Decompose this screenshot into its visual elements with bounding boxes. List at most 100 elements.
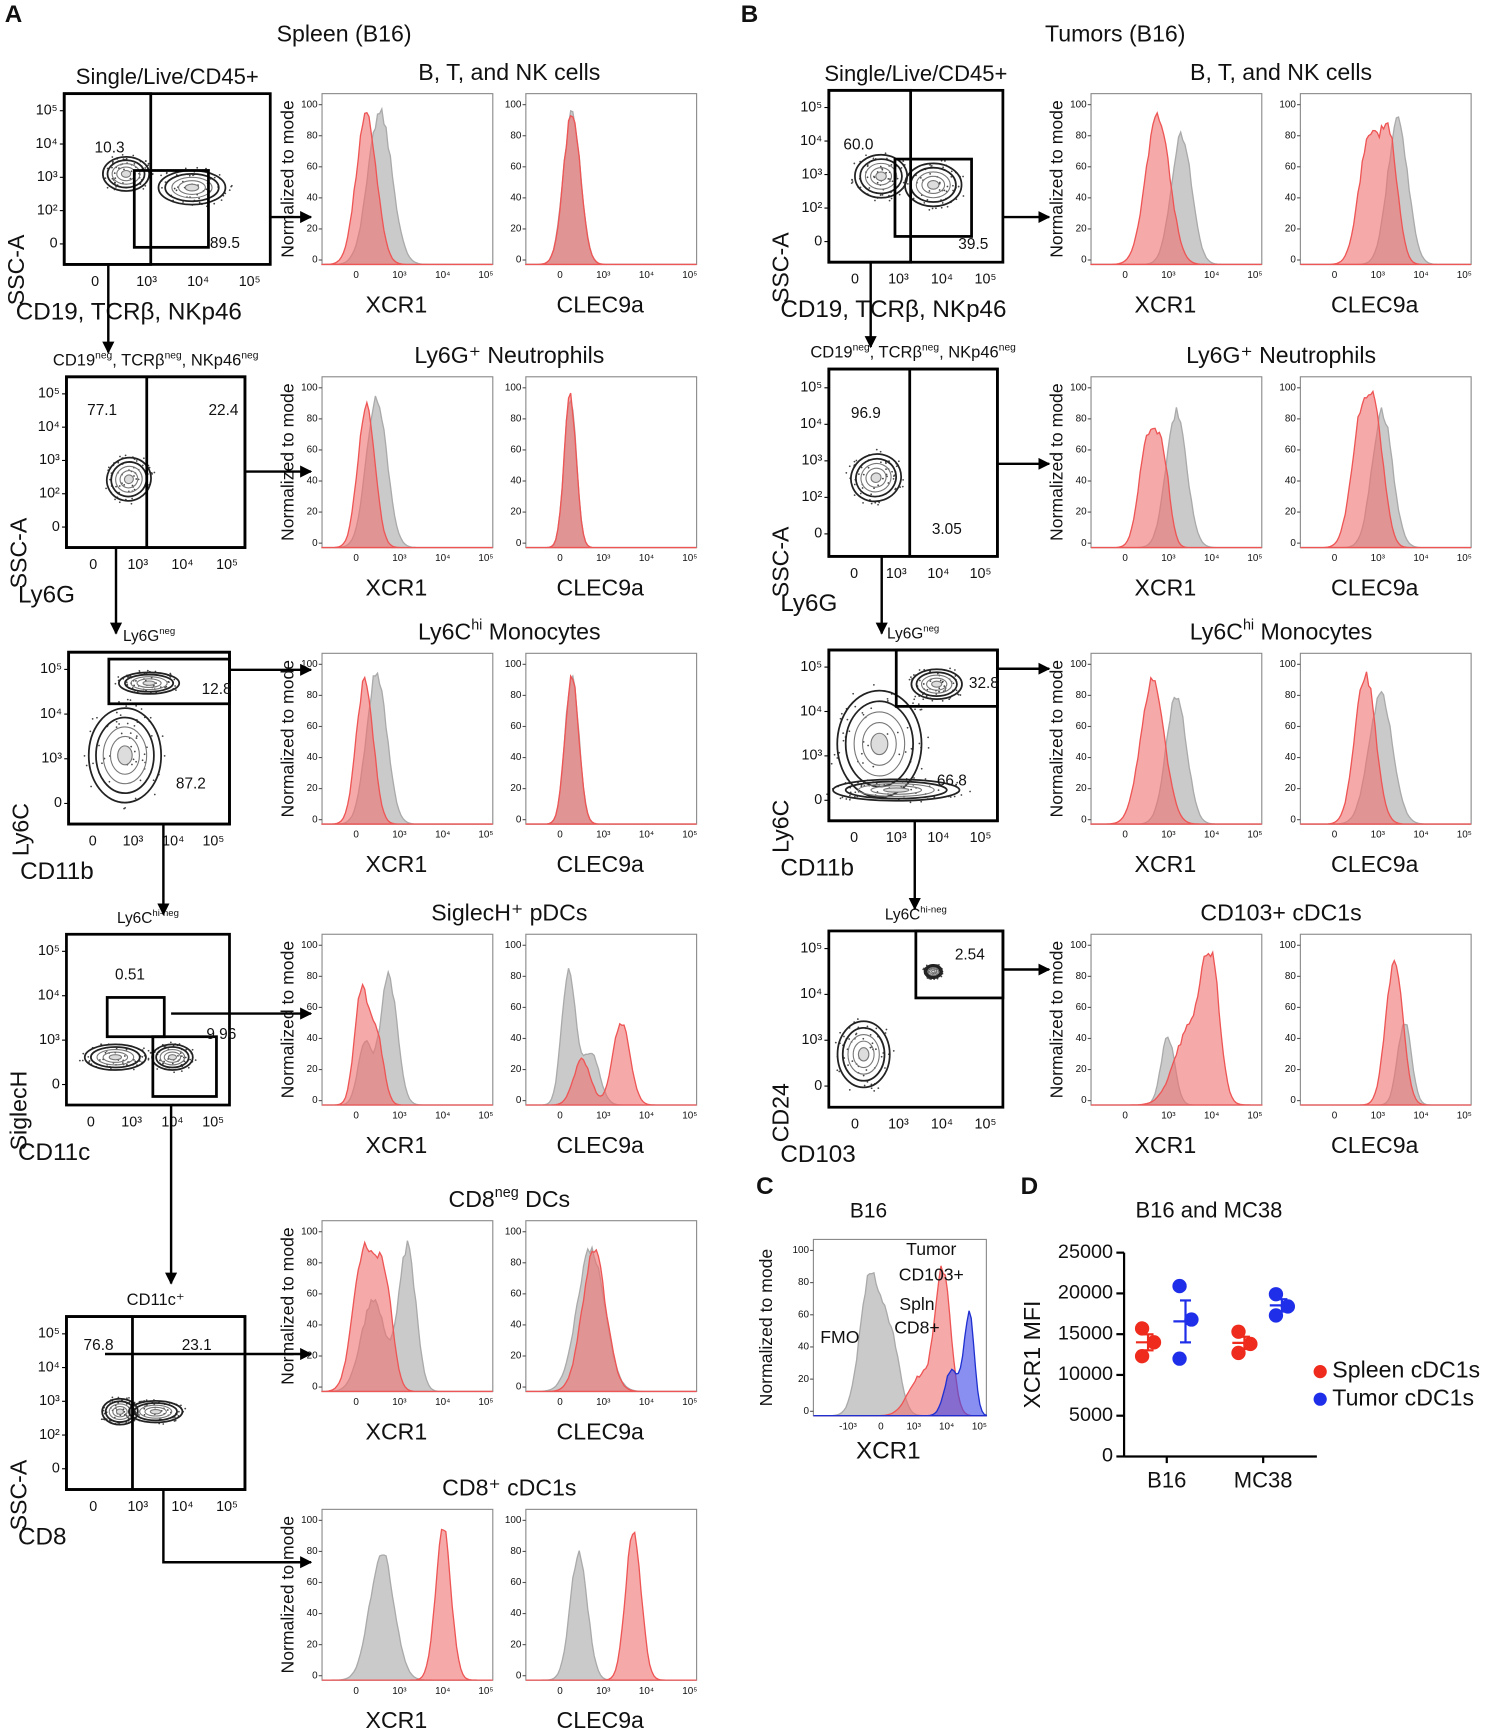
event-dot bbox=[899, 486, 902, 488]
contour bbox=[133, 1402, 178, 1422]
y-tick-label: 20000 bbox=[1058, 1282, 1113, 1304]
histogram-title: B, T, and NK cells bbox=[1190, 59, 1372, 85]
y-tick-label: 40 bbox=[1285, 476, 1297, 487]
x-tick-label: 10⁵ bbox=[682, 830, 697, 841]
x-tick-label: 0 bbox=[89, 833, 97, 849]
x-tick-label: 10³ bbox=[1161, 1111, 1176, 1122]
x-tick-label: 0 bbox=[557, 553, 563, 564]
x-tick-label: 0 bbox=[850, 566, 858, 582]
title-part: B, T, and NK cells bbox=[418, 59, 600, 85]
y-tick-label: 60 bbox=[1285, 1002, 1297, 1013]
contour bbox=[136, 678, 162, 688]
event-dot bbox=[869, 1034, 872, 1036]
y-tick-label: 0 bbox=[516, 1382, 522, 1393]
event-dot bbox=[906, 182, 909, 185]
histogram-frame bbox=[321, 933, 494, 1106]
event-dot bbox=[882, 477, 884, 480]
histogram-title: B, T, and NK cells bbox=[418, 59, 600, 85]
y-tick-label: 100 bbox=[301, 1226, 318, 1237]
y-tick-label: 80 bbox=[510, 1257, 522, 1268]
event-dot bbox=[952, 189, 954, 192]
contour bbox=[102, 726, 148, 785]
event-dot bbox=[175, 189, 178, 192]
contour bbox=[101, 155, 151, 192]
gate-plot-title: Single/Live/CD45+ bbox=[76, 64, 259, 89]
event-dot bbox=[146, 669, 149, 672]
event-dot bbox=[938, 690, 940, 693]
event-dot bbox=[129, 699, 132, 702]
gate-plot-title: Single/Live/CD45+ bbox=[824, 61, 1007, 86]
contour bbox=[164, 173, 220, 203]
event-dot bbox=[881, 193, 884, 196]
event-dot bbox=[180, 1055, 183, 1057]
y-tick-label: 20 bbox=[307, 1639, 319, 1650]
gate bbox=[914, 929, 1005, 1000]
event-dot bbox=[836, 1069, 839, 1072]
event-dot bbox=[879, 165, 882, 168]
event-dot bbox=[168, 681, 170, 683]
histogram-curve bbox=[322, 400, 493, 549]
event-dot bbox=[121, 153, 124, 156]
x-tick-label: 0 bbox=[353, 1686, 359, 1697]
event-dot bbox=[931, 207, 934, 210]
y-tick-label: 80 bbox=[1076, 130, 1088, 141]
event-dot bbox=[147, 1049, 150, 1052]
event-dot bbox=[120, 732, 123, 735]
event-dot bbox=[124, 454, 127, 457]
gate-percentage: 87.2 bbox=[176, 776, 206, 793]
event-dot bbox=[81, 1059, 84, 1062]
event-dot bbox=[92, 762, 94, 765]
event-dot bbox=[952, 184, 954, 187]
event-dot bbox=[877, 503, 879, 506]
y-tick-label: 40 bbox=[307, 476, 319, 487]
event-dot bbox=[96, 716, 98, 719]
x-tick-label: 10⁴ bbox=[1204, 1111, 1219, 1122]
x-tick-label: 10⁵ bbox=[1457, 270, 1472, 281]
histogram-frame bbox=[321, 652, 494, 825]
event-dot bbox=[169, 1041, 172, 1044]
event-dot bbox=[228, 189, 231, 192]
y-tick-label: 20 bbox=[307, 1064, 319, 1075]
y-tick-label: 60 bbox=[1285, 161, 1297, 172]
x-tick-label: 10⁵ bbox=[478, 1111, 493, 1122]
title-part: B, T, and NK cells bbox=[1190, 59, 1372, 85]
y-tick-label: 40 bbox=[1076, 1033, 1088, 1044]
event-dot bbox=[910, 676, 912, 678]
event-dot bbox=[873, 176, 876, 179]
event-dot bbox=[133, 724, 136, 727]
event-dot bbox=[138, 1414, 140, 1416]
superscript: hi bbox=[1243, 617, 1254, 633]
x-tick-label: 0 bbox=[353, 553, 359, 564]
event-dot bbox=[877, 1087, 880, 1089]
contour bbox=[930, 969, 936, 974]
event-dot bbox=[174, 685, 177, 687]
y-tick-label: 40 bbox=[510, 1033, 522, 1044]
event-dot bbox=[128, 1417, 131, 1420]
histogram-y-label: Normalized to mode bbox=[278, 383, 298, 541]
event-dot bbox=[147, 1057, 150, 1060]
contour bbox=[106, 159, 146, 189]
histogram-curve bbox=[1300, 671, 1472, 825]
y-tick-label: 20 bbox=[1076, 783, 1088, 794]
y-tick-label: 0 bbox=[52, 1461, 60, 1477]
event-dot bbox=[927, 746, 930, 749]
gate-plot-title: Ly6Chi-neg bbox=[885, 905, 947, 924]
x-tick-label: 10⁴ bbox=[435, 270, 450, 281]
event-dot bbox=[873, 684, 875, 686]
gate-percentage: 76.8 bbox=[84, 1337, 114, 1354]
x-tick-label: 10³ bbox=[596, 1111, 611, 1122]
y-tick-label: 40 bbox=[510, 476, 522, 487]
event-dot bbox=[188, 174, 191, 177]
histogram-x-label: CLEC9a bbox=[557, 1132, 645, 1158]
histogram-y-label: Normalized to mode bbox=[278, 100, 298, 258]
event-dot bbox=[873, 487, 875, 490]
histogram-frame bbox=[525, 93, 698, 265]
y-tick-label: 10³ bbox=[39, 1032, 60, 1048]
event-dot bbox=[102, 1418, 105, 1421]
gate bbox=[894, 648, 999, 708]
y-tick-label: 60 bbox=[510, 1577, 522, 1588]
contour bbox=[111, 163, 141, 185]
event-dot bbox=[870, 1083, 873, 1086]
contour bbox=[883, 787, 910, 793]
y-tick-label: 60 bbox=[307, 1002, 319, 1013]
